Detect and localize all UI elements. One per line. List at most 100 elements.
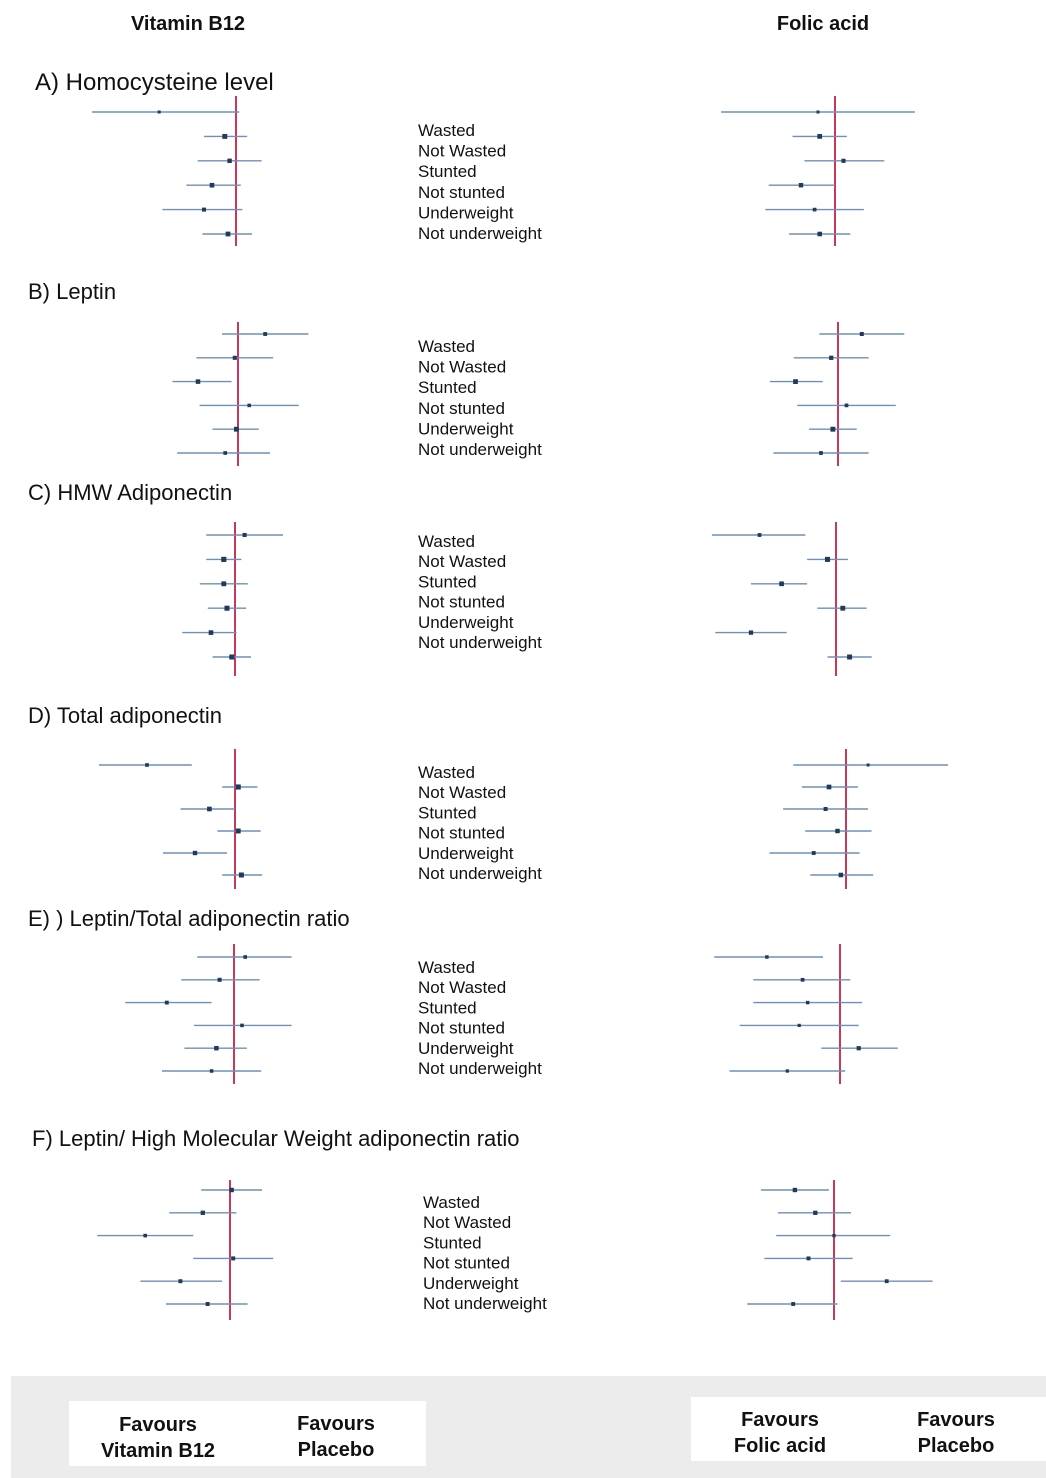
point-estimate bbox=[829, 355, 834, 360]
subgroup-label: Not underweight bbox=[418, 1059, 542, 1078]
subgroup-label: Not Wasted bbox=[418, 552, 506, 571]
point-estimate bbox=[765, 955, 769, 959]
point-estimate bbox=[823, 807, 828, 811]
subgroup-label: Wasted bbox=[418, 532, 475, 551]
point-estimate bbox=[819, 451, 823, 455]
point-estimate bbox=[209, 182, 215, 188]
point-estimate bbox=[217, 977, 222, 982]
point-estimate bbox=[235, 828, 241, 834]
subgroup-label: Not underweight bbox=[418, 864, 542, 883]
point-estimate bbox=[817, 231, 822, 237]
point-estimate bbox=[233, 426, 239, 432]
point-estimate bbox=[207, 806, 212, 812]
point-estimate bbox=[229, 654, 235, 660]
point-estimate bbox=[806, 1256, 811, 1261]
point-estimate bbox=[817, 134, 823, 139]
point-estimate bbox=[791, 1302, 796, 1306]
point-estimate bbox=[208, 630, 214, 635]
subgroup-label: Not underweight bbox=[418, 633, 542, 652]
subgroup-label: Not stunted bbox=[423, 1254, 510, 1273]
point-estimate bbox=[195, 379, 201, 384]
subgroup-label: Not underweight bbox=[418, 440, 542, 459]
point-estimate bbox=[856, 1046, 861, 1051]
subgroup-label: Not Wasted bbox=[423, 1213, 511, 1232]
point-estimate bbox=[830, 426, 836, 432]
point-estimate bbox=[813, 1210, 818, 1215]
panel-title: F) Leptin/ High Molecular Weight adipone… bbox=[32, 1126, 520, 1151]
point-estimate bbox=[222, 133, 228, 139]
legend-treatment-name: Folic acid bbox=[733, 1435, 827, 1457]
point-estimate bbox=[240, 1023, 244, 1028]
subgroup-label: Wasted bbox=[418, 763, 475, 782]
legend-favours-folic-acid: Favours Folic acid bbox=[710, 1407, 850, 1459]
point-estimate bbox=[145, 763, 149, 767]
point-estimate bbox=[779, 581, 784, 587]
point-estimate bbox=[227, 158, 232, 163]
point-estimate bbox=[225, 231, 231, 237]
header-folic-acid: Folic acid bbox=[777, 13, 869, 35]
point-estimate bbox=[221, 556, 227, 562]
subgroup-label: Not stunted bbox=[418, 1019, 505, 1038]
subgroup-label: Underweight bbox=[423, 1274, 519, 1293]
subgroup-label: Wasted bbox=[423, 1193, 480, 1212]
subgroup-label: Underweight bbox=[418, 1039, 514, 1058]
point-estimate bbox=[826, 784, 832, 790]
legend-favours-placebo-left: Favours Placebo bbox=[276, 1411, 396, 1463]
point-estimate bbox=[243, 955, 248, 959]
point-estimate bbox=[811, 851, 816, 855]
point-estimate bbox=[792, 1187, 798, 1193]
panel-title: D) Total adiponectin bbox=[28, 703, 222, 728]
point-estimate bbox=[247, 403, 251, 408]
point-estimate bbox=[178, 1279, 183, 1284]
legend-favours-word: Favours bbox=[917, 1409, 995, 1431]
subgroup-label: Underweight bbox=[418, 613, 514, 632]
point-estimate bbox=[231, 1256, 236, 1261]
subgroup-label: Stunted bbox=[418, 998, 477, 1017]
header-vitamin-b12: Vitamin B12 bbox=[131, 13, 245, 35]
subgroup-label: Not Wasted bbox=[418, 978, 506, 997]
subgroup-label: Not stunted bbox=[418, 399, 505, 418]
point-estimate bbox=[232, 355, 237, 360]
point-estimate bbox=[847, 654, 853, 660]
panel-title: A) Homocysteine level bbox=[35, 69, 274, 96]
subgroup-label: Stunted bbox=[418, 572, 477, 591]
legend-favours-vitamin-b12: Favours Vitamin B12 bbox=[80, 1412, 236, 1464]
subgroup-label: Wasted bbox=[418, 121, 475, 140]
subgroup-label: Not stunted bbox=[418, 593, 505, 612]
legend-box-vitamin-b12 bbox=[69, 1401, 426, 1466]
panel-title: E) ) Leptin/Total adiponectin ratio bbox=[28, 906, 350, 931]
point-estimate bbox=[164, 1000, 169, 1005]
subgroup-label: Not Wasted bbox=[418, 358, 506, 377]
subgroup-label: Stunted bbox=[418, 162, 477, 181]
legend-placebo-name: Placebo bbox=[917, 1435, 995, 1457]
point-estimate bbox=[748, 630, 754, 635]
point-estimate bbox=[209, 1069, 214, 1073]
subgroup-label: Stunted bbox=[418, 803, 477, 822]
subgroup-label: Wasted bbox=[418, 337, 475, 356]
point-estimate bbox=[844, 403, 849, 408]
point-estimate bbox=[798, 182, 804, 188]
legend-treatment-name: Vitamin B12 bbox=[100, 1440, 216, 1462]
point-estimate bbox=[224, 605, 230, 611]
legend-favours-word: Favours bbox=[119, 1414, 197, 1436]
legend-box-folic-acid bbox=[691, 1397, 1046, 1461]
point-estimate bbox=[840, 605, 846, 611]
subgroup-label: Wasted bbox=[418, 958, 475, 977]
point-estimate bbox=[805, 1000, 810, 1005]
point-estimate bbox=[192, 850, 198, 856]
point-estimate bbox=[229, 1187, 234, 1193]
point-estimate bbox=[235, 784, 241, 790]
panel-title: C) HMW Adiponectin bbox=[28, 480, 232, 505]
point-estimate bbox=[884, 1279, 889, 1284]
subgroup-label: Not Wasted bbox=[418, 783, 506, 802]
point-estimate bbox=[238, 872, 244, 878]
panel-title: B) Leptin bbox=[28, 279, 116, 304]
point-estimate bbox=[824, 556, 831, 562]
legend-favours-word: Favours bbox=[297, 1413, 375, 1435]
point-estimate bbox=[832, 1233, 836, 1238]
point-estimate bbox=[143, 1233, 147, 1238]
point-estimate bbox=[797, 1023, 801, 1027]
point-estimate bbox=[785, 1069, 789, 1073]
